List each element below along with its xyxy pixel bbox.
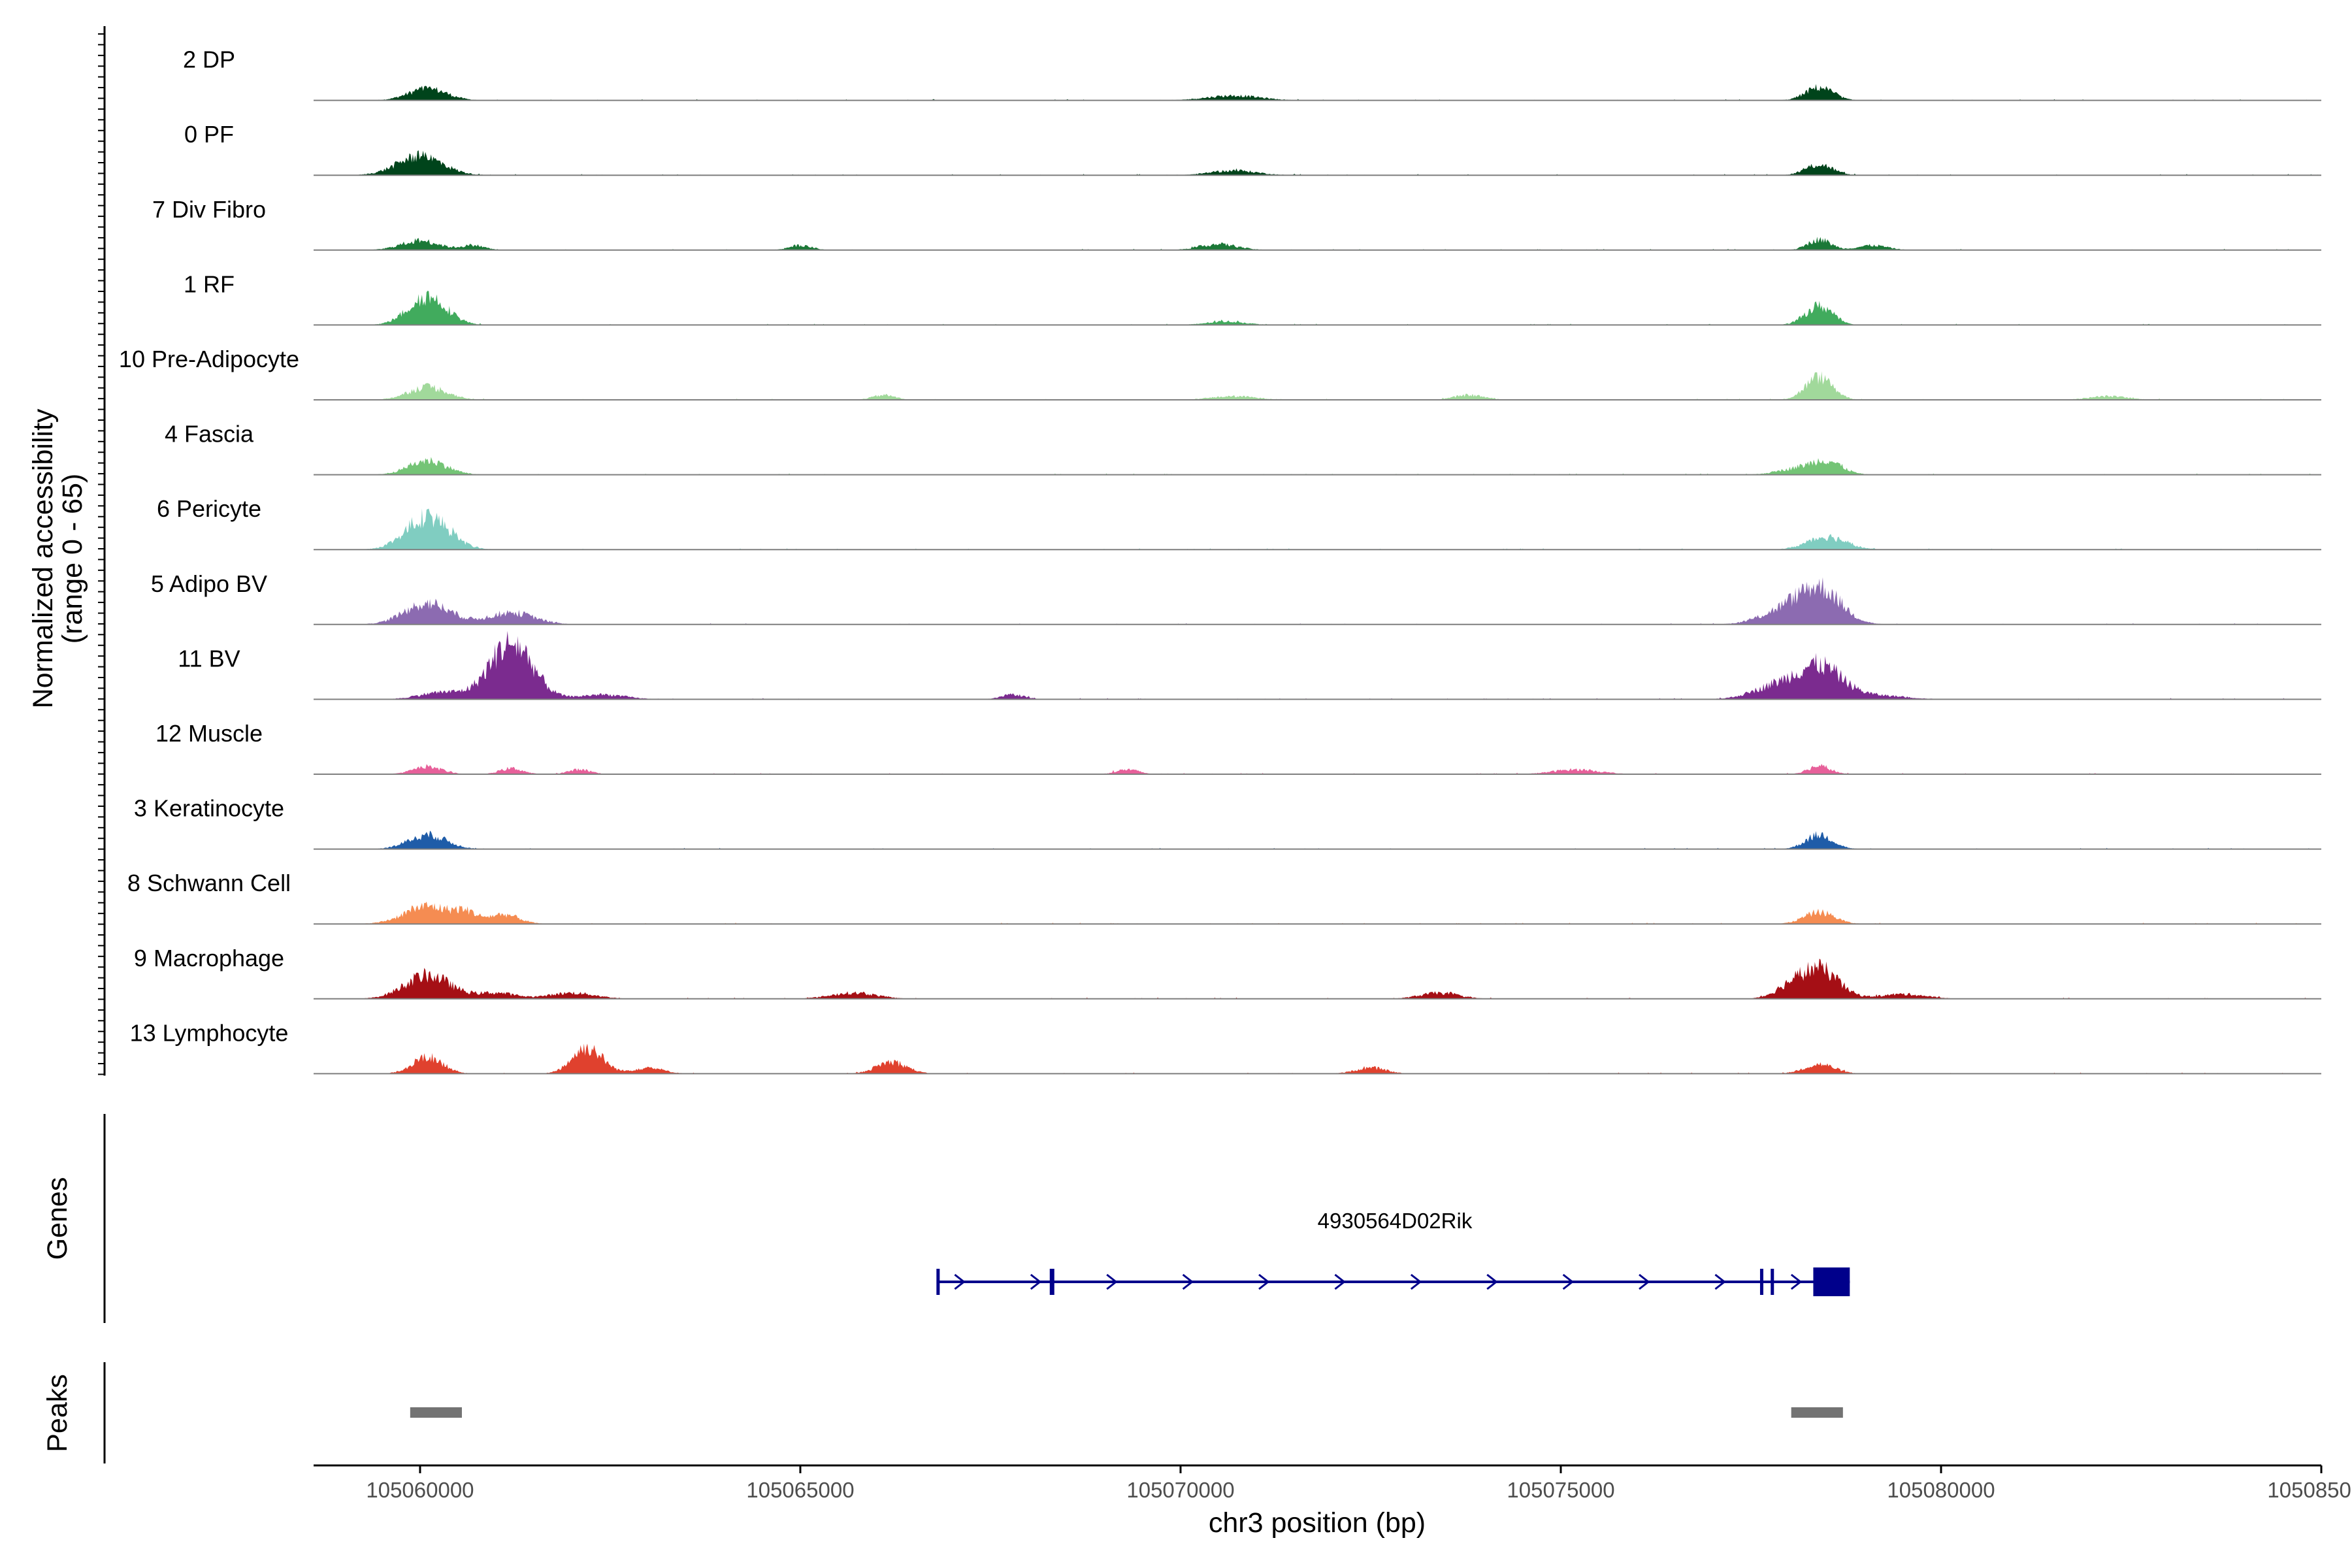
track-signal [314, 457, 2321, 475]
x-axis-title: chr3 position (bp) [1209, 1507, 1426, 1539]
track-3: 7 Div Fibro [152, 196, 2321, 251]
strand-arrow-icon [1639, 1273, 1650, 1290]
track-4: 1 RF [184, 270, 2321, 326]
track-signal [314, 237, 2321, 250]
track-label: 8 Schwann Cell [127, 870, 291, 896]
strand-arrow-icon [1790, 1273, 1803, 1290]
track-label: 10 Pre-Adipocyte [119, 346, 299, 372]
gene-track [103, 1114, 1850, 1323]
strand-arrow-icon [1106, 1273, 1118, 1290]
track-label: 2 DP [183, 46, 235, 73]
peaks-track-label: Peaks [42, 1374, 73, 1452]
track-label: 0 PF [184, 121, 234, 148]
track-9: 11 BV [178, 630, 2321, 700]
strand-arrow-icon [1258, 1273, 1270, 1290]
track-12: 8 Schwann Cell [127, 870, 2321, 925]
track-signal [314, 902, 2321, 924]
x-tick-label: 105065000 [746, 1478, 854, 1502]
track-7: 6 Pericyte [157, 495, 2321, 551]
track-signal [314, 958, 2321, 999]
x-tick-label: 105070000 [1126, 1478, 1234, 1502]
gene-exon [1771, 1269, 1774, 1295]
peaks-track [103, 1362, 1843, 1463]
x-tick-label: 105060000 [366, 1478, 474, 1502]
track-6: 4 Fascia [165, 421, 2321, 476]
track-signal [314, 1043, 2321, 1074]
y-axis-range: (range 0 - 65) [57, 474, 88, 644]
gene-exon [1813, 1267, 1850, 1296]
peak-region [410, 1407, 462, 1418]
track-14: 13 Lymphocyte [130, 1019, 2321, 1075]
strand-arrow-icon [1334, 1273, 1346, 1290]
track-label: 9 Macrophage [134, 945, 284, 972]
track-signal [314, 577, 2321, 625]
track-label: 4 Fascia [165, 421, 254, 448]
gene-exon [936, 1269, 940, 1295]
track-signal [314, 830, 2321, 849]
track-1: 2 DP [183, 46, 2321, 101]
y-axis [98, 26, 106, 1076]
gene-name-label: 4930564D02Rik [1318, 1209, 1473, 1233]
track-signal [314, 508, 2321, 550]
genes-track-label: Genes [42, 1177, 73, 1260]
track-label: 12 Muscle [155, 720, 263, 747]
track-label: 11 BV [178, 645, 240, 672]
track-5: 10 Pre-Adipocyte [119, 346, 2321, 400]
strand-arrow-icon [1486, 1273, 1498, 1290]
x-axis: 105060000 105065000 105070000 105075000 1050… [314, 1464, 2352, 1502]
peak-region [1791, 1407, 1843, 1418]
track-10: 12 Muscle [155, 720, 2321, 775]
track-signal [314, 630, 2321, 700]
gene-exon [1049, 1269, 1054, 1295]
track-label: 5 Adipo BV [151, 570, 267, 597]
strand-arrow-icon [954, 1273, 966, 1290]
strand-arrow-icon [1182, 1273, 1194, 1290]
track-label: 7 Div Fibro [152, 196, 266, 223]
track-label: 6 Pericyte [157, 495, 261, 522]
track-signal [314, 150, 2321, 176]
track-signal [314, 764, 2321, 774]
gene-exon [1759, 1269, 1763, 1295]
x-tick-label: 105085000 [2267, 1478, 2352, 1502]
track-signal [314, 291, 2321, 325]
x-tick-label: 105080000 [1887, 1478, 1995, 1502]
track-2: 0 PF [184, 121, 2321, 176]
track-label: 1 RF [184, 270, 235, 297]
track-label: 3 Keratinocyte [134, 795, 284, 822]
x-tick-label: 105075000 [1507, 1478, 1614, 1502]
track-signal [314, 84, 2321, 101]
track-11: 3 Keratinocyte [134, 795, 2321, 850]
strand-arrow-icon [1714, 1273, 1726, 1290]
track-signal [314, 371, 2321, 400]
strand-arrow-icon [1562, 1273, 1575, 1290]
y-axis-title: Normalized accessibility [27, 408, 59, 708]
track-13: 9 Macrophage [134, 945, 2321, 1000]
strand-arrow-icon [1410, 1273, 1422, 1290]
track-8: 5 Adipo BV [151, 570, 2321, 625]
track-label: 13 Lymphocyte [130, 1019, 289, 1046]
strand-arrow-icon [1030, 1273, 1042, 1290]
coverage-tracks: 2 DP 0 PF 7 Div Fibro 1 RF 10 Pre-Adipocyte 4… [119, 46, 2321, 1075]
